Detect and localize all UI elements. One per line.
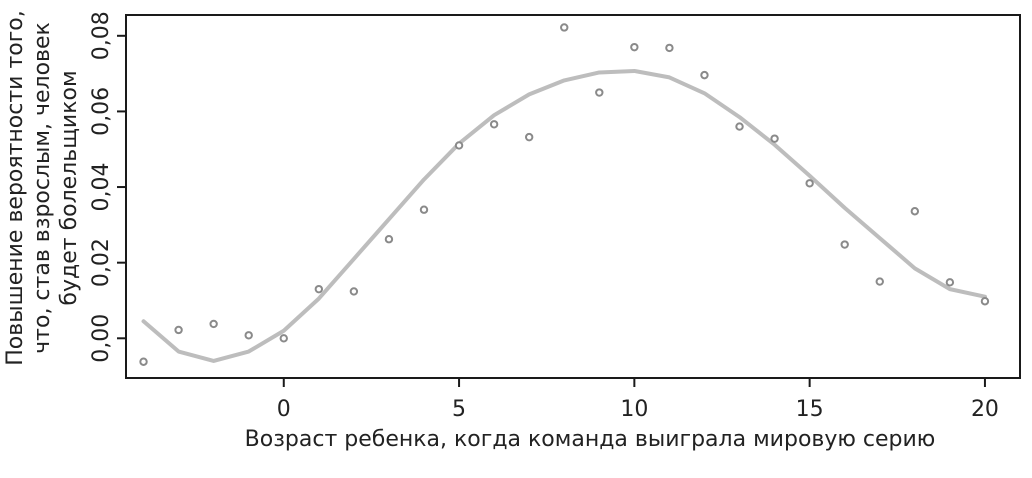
smoothed-trend-line	[141, 68, 987, 363]
data-point	[419, 205, 429, 214]
data-point	[735, 122, 744, 131]
data-point	[595, 88, 604, 97]
x-tick-label: 5	[452, 397, 466, 422]
y-tick-label: 0,08	[89, 11, 114, 60]
data-point	[174, 325, 183, 335]
data-point	[805, 179, 814, 188]
data-point	[980, 297, 990, 306]
data-point	[910, 207, 920, 216]
data-point	[209, 319, 218, 329]
x-tick-label: 10	[620, 397, 648, 422]
y-tick-label: 0,06	[89, 87, 114, 136]
data-point	[945, 278, 955, 287]
data-point	[770, 134, 779, 143]
data-point	[489, 120, 499, 129]
data-point	[384, 235, 394, 244]
y-axis-title-line: что, став взрослым, человек	[30, 22, 55, 354]
y-axis-title-line: Повышение вероятности того,	[3, 10, 28, 366]
x-tick-label: 0	[277, 397, 291, 422]
data-point	[524, 132, 534, 142]
plot-frame	[125, 14, 1021, 379]
data-point	[349, 287, 359, 296]
data-point	[875, 277, 884, 286]
data-point	[279, 334, 288, 343]
x-axis-title: Возраст ребенка, когда команда выиграла …	[245, 427, 936, 452]
y-axis-title-line: будет болельщиком	[57, 70, 82, 305]
data-point	[244, 331, 253, 340]
data-point	[630, 42, 639, 52]
x-tick-label: 15	[796, 397, 824, 422]
data-point	[840, 240, 849, 249]
data-point	[314, 284, 324, 294]
y-axis-title: Повышение вероятности того, что, став взр…	[3, 10, 82, 366]
data-point	[560, 23, 569, 32]
x-tick-label: 20	[971, 397, 999, 422]
y-tick-label: 0,04	[89, 163, 114, 212]
data-point	[139, 357, 148, 366]
data-point	[700, 70, 709, 80]
y-tick-label: 0,00	[89, 314, 114, 363]
data-point	[665, 43, 674, 53]
y-tick-label: 0,02	[89, 238, 114, 287]
data-point	[454, 141, 464, 150]
